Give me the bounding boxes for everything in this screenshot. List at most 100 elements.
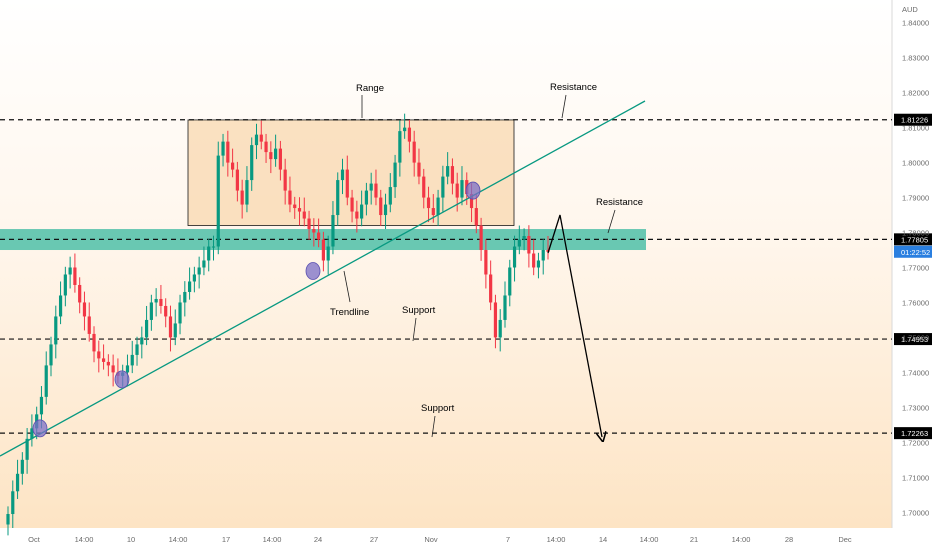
time-tick-label: 28 [785, 535, 793, 544]
level-tag-text-1: 1.81226 [901, 116, 928, 125]
candle-body [398, 131, 402, 163]
candle-body [254, 134, 259, 146]
candle-body [317, 232, 321, 240]
candle-body [240, 190, 244, 205]
candle-body [269, 152, 273, 160]
candle-body [407, 127, 412, 142]
candle-body [135, 344, 139, 355]
candle-body [469, 194, 474, 209]
candle-body [274, 148, 278, 160]
candle-body [350, 197, 354, 212]
candle-body [388, 187, 392, 205]
touch-marker[interactable] [305, 262, 321, 280]
candle-body [87, 316, 91, 334]
price-tick-label: 1.83000 [902, 54, 929, 63]
candle-body [503, 295, 507, 320]
trendline-pointer [343, 270, 351, 303]
time-tick-label: Dec [838, 535, 852, 544]
candle-layer [6, 113, 550, 536]
axis-layer: AUD 1.81226 1.77805 1.74953 1.72263 1.84000 1… [28, 5, 932, 544]
candle-body [168, 316, 173, 338]
candle-body [144, 319, 149, 338]
candle-body [460, 180, 464, 198]
candle-body [508, 267, 512, 296]
time-tick-label: 27 [370, 535, 378, 544]
candle-body [532, 253, 536, 268]
candle-body [15, 473, 20, 492]
time-tick-label: 10 [127, 535, 135, 544]
candle-body [383, 204, 388, 216]
candle-body [369, 183, 373, 191]
time-tick-label: 17 [222, 535, 230, 544]
touch-marker[interactable] [114, 370, 130, 389]
price-tick-label: 1.70000 [902, 508, 929, 517]
candle-body [293, 204, 297, 209]
candle-body [541, 250, 545, 261]
price-tick-label: 1.74000 [902, 368, 929, 377]
candle-body [484, 250, 488, 275]
candle-body [345, 169, 349, 198]
trendline-label: Trendline [330, 307, 369, 318]
price-tick-label: 1.72000 [902, 438, 929, 447]
level-tag-text-3: 1.74953 [901, 335, 928, 344]
price-tick-label: 1.82000 [902, 89, 929, 98]
time-tick-label: 14:00 [169, 535, 188, 544]
candle-body [288, 190, 292, 205]
price-tick-label: 1.81000 [902, 124, 929, 133]
price-tick-label: 1.77000 [902, 263, 929, 272]
resistance-top-label: Resistance [550, 82, 597, 93]
price-tick-label: 1.79000 [902, 194, 929, 203]
candle-body [264, 141, 268, 153]
touch-marker[interactable] [465, 181, 481, 200]
candle-body [403, 127, 407, 132]
candle-body [20, 459, 24, 474]
candle-body [450, 166, 455, 184]
candle-body [92, 333, 96, 352]
candle-body [536, 260, 541, 268]
level-tag-3 [894, 333, 932, 346]
price-tick-label: 1.75000 [902, 333, 929, 342]
candle-body [221, 141, 225, 156]
drawing-layer: Range Resistance Resistance Trendline Su… [0, 82, 646, 457]
projection-path[interactable] [547, 214, 602, 437]
candle-body [302, 211, 306, 219]
candle-body [58, 295, 63, 317]
candle-body [63, 274, 67, 296]
price-axis-background [892, 0, 932, 550]
candle-body [374, 183, 378, 198]
candle-body [78, 284, 82, 303]
level-tag-1 [894, 113, 932, 126]
candle-body [417, 162, 421, 177]
price-tick-label: 1.78000 [902, 229, 929, 238]
time-tick-label: 14 [599, 535, 607, 544]
candle-body [283, 169, 287, 191]
candle-body [474, 208, 478, 226]
time-tick-label: Nov [424, 535, 438, 544]
price-tick-label: 1.80000 [902, 159, 929, 168]
level-tag-4 [894, 427, 932, 440]
countdown-text: 01:22:52 [901, 248, 930, 257]
candle-body [159, 298, 163, 306]
support-mid-label: Support [402, 305, 436, 316]
candle-body [97, 351, 101, 359]
touch-marker[interactable] [32, 419, 48, 438]
trendline[interactable] [0, 100, 646, 457]
candle-body [197, 267, 201, 275]
level-tag-text-4: 1.72263 [901, 429, 928, 438]
candle-body [331, 215, 335, 247]
resistance-mid-label: Resistance [596, 197, 643, 208]
level-tag-text-2: 1.77805 [901, 235, 928, 244]
level-layer [0, 119, 892, 434]
support-low-pointer [431, 415, 436, 438]
candle-body [106, 361, 110, 366]
candle-body [312, 229, 316, 233]
resistance-top-pointer [561, 94, 567, 119]
candle-body [493, 302, 498, 338]
candle-body [192, 274, 196, 282]
candle-body [231, 162, 235, 170]
price-tick-label: 1.73000 [902, 403, 929, 412]
countdown-tag [894, 245, 932, 258]
time-tick-label: 24 [314, 535, 322, 544]
